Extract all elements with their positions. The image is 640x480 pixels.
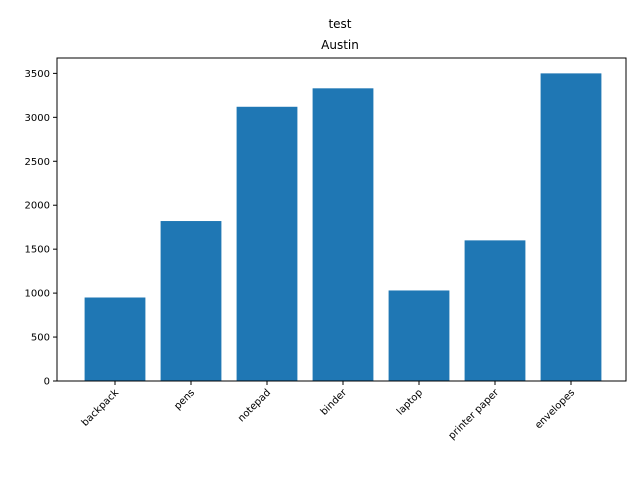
y-tick-label: 1500 [25,245,50,256]
x-tick-label: binder [319,387,350,418]
y-axis: 0 500 1000 1500 2000 2500 3000 3500 [25,69,57,388]
y-tick-label: 2500 [25,157,50,168]
x-tick-label: envelopes [533,387,577,431]
bars-group [84,73,602,381]
x-tick-label: notepad [236,387,273,424]
x-tick-label: backpack [80,387,122,429]
bar-pens [160,221,222,381]
bar-laptop [388,290,450,381]
x-tick-label: laptop [395,387,425,417]
plot-frame [56,57,627,382]
y-tick-label: 3000 [25,113,50,124]
y-tick-label: 2000 [25,201,50,212]
y-tick-label: 500 [31,333,50,344]
x-tick-label: printer paper [447,387,502,442]
bar-printer-paper [464,240,526,381]
x-axis: backpack pens notepad binder laptop printer p… [80,381,577,442]
bar-envelopes [540,73,602,381]
bar-notepad [236,106,298,381]
chart-subtitle: Austin [321,38,359,52]
bar-binder [312,88,374,381]
y-tick-label: 3500 [25,69,50,80]
y-tick-label: 0 [44,377,50,388]
x-tick-label: pens [172,387,197,412]
y-tick-label: 1000 [25,289,50,300]
bar-backpack [84,297,146,381]
chart-title: test [328,17,351,31]
